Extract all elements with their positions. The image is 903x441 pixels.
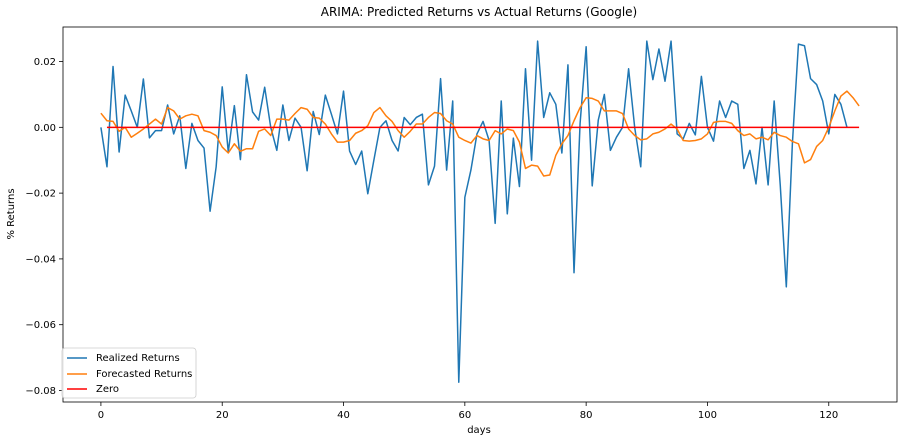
y-tick-label: −0.08 <box>25 386 56 397</box>
y-tick-label: 0.02 <box>34 57 56 68</box>
x-tick-label: 20 <box>216 410 229 421</box>
legend-label-realized: Realized Returns <box>96 353 180 364</box>
x-tick-label: 0 <box>98 410 104 421</box>
realized-returns-line <box>100 40 848 384</box>
x-axis-ticks: 0 20 40 60 80 100 120 <box>98 402 838 421</box>
x-tick-label: 40 <box>337 410 350 421</box>
plot-frame <box>62 26 898 403</box>
x-tick-label: 120 <box>819 410 838 421</box>
y-tick-label: −0.02 <box>25 189 56 200</box>
x-tick-label: 60 <box>458 410 471 421</box>
x-axis-label: days <box>467 425 491 436</box>
legend: Realized Returns Forecasted Returns Zero <box>61 347 197 399</box>
legend-label-zero: Zero <box>96 384 119 395</box>
chart-title: ARIMA: Predicted Returns vs Actual Retur… <box>321 5 637 19</box>
y-tick-label: 0.00 <box>34 123 56 134</box>
y-axis-label: % Returns <box>6 188 17 239</box>
y-tick-label: −0.06 <box>25 320 56 331</box>
plot-lines <box>100 40 860 384</box>
legend-label-forecasted: Forecasted Returns <box>96 369 192 380</box>
forecasted-returns-line <box>100 90 860 177</box>
legend-box <box>61 347 197 399</box>
x-tick-label: 80 <box>580 410 593 421</box>
y-tick-label: −0.04 <box>25 254 56 265</box>
x-tick-label: 100 <box>698 410 717 421</box>
